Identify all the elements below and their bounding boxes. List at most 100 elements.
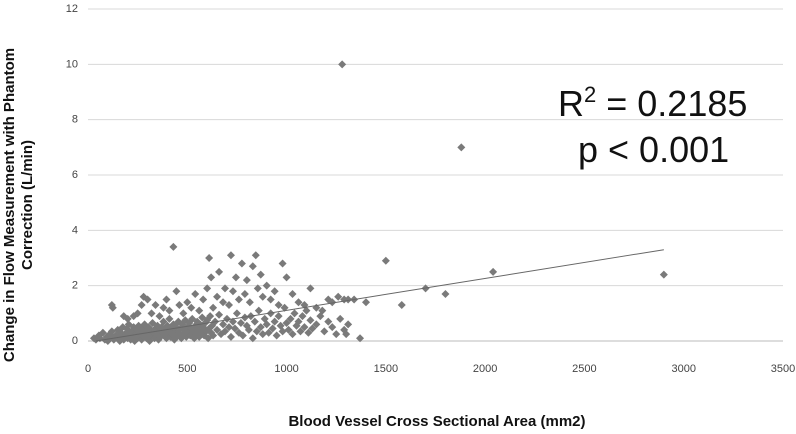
x-axis-ticks: 0 500 1000 1500 2000 2500 3000 3500 [85, 363, 795, 375]
data-point [253, 284, 262, 293]
data-point [122, 324, 131, 333]
data-point [264, 328, 273, 337]
p-value-annotation: p < 0.001 [578, 129, 729, 170]
data-point [121, 331, 130, 340]
data-point [137, 301, 146, 310]
data-point [328, 298, 337, 307]
r-squared-superscript: 2 [584, 82, 596, 107]
data-point [270, 317, 279, 326]
data-point [224, 301, 233, 310]
data-point [280, 303, 289, 312]
data-point [230, 324, 239, 333]
grid-lines [88, 8, 783, 287]
x-tick-label: 3000 [671, 363, 695, 375]
data-point [288, 330, 297, 339]
data-point [206, 312, 215, 321]
data-point [221, 284, 230, 293]
data-point [262, 281, 271, 290]
data-point [274, 301, 283, 310]
data-point [252, 327, 261, 336]
data-point [228, 287, 237, 296]
data-point [209, 331, 218, 340]
data-point [356, 334, 365, 343]
data-point [219, 320, 228, 329]
y-tick-label: 12 [66, 3, 78, 15]
data-point [175, 301, 184, 310]
data-point [232, 309, 241, 318]
data-point [294, 298, 303, 307]
data-point [151, 301, 160, 310]
data-point [237, 259, 246, 268]
data-point [296, 327, 305, 336]
data-point [223, 314, 231, 323]
data-point [199, 295, 208, 304]
data-point [213, 325, 222, 334]
data-point [236, 319, 245, 328]
data-point [159, 317, 168, 326]
data-point [165, 306, 174, 315]
x-tick-label: 3500 [771, 363, 795, 375]
data-point [172, 287, 181, 296]
data-point [183, 298, 192, 307]
data-point [272, 331, 281, 340]
data-point [213, 292, 222, 301]
y-tick-label: 4 [72, 224, 78, 236]
data-point [187, 303, 196, 312]
data-point [278, 259, 287, 268]
data-point [179, 309, 188, 318]
data-point [256, 323, 265, 332]
data-point [169, 242, 178, 251]
data-point [162, 295, 171, 304]
y-axis-title-line1: Change in Flow Measurement with Phantom [1, 48, 18, 362]
y-tick-label: 8 [72, 114, 78, 126]
data-point [98, 328, 107, 337]
data-point [282, 319, 291, 328]
data-point [262, 320, 271, 329]
data-point [219, 298, 228, 307]
data-point [147, 309, 156, 318]
data-points [89, 60, 668, 345]
data-point [306, 316, 315, 325]
y-tick-label: 6 [72, 169, 78, 181]
x-tick-label: 1000 [274, 363, 298, 375]
data-point [342, 330, 351, 339]
data-point [195, 306, 204, 315]
x-tick-label: 1500 [374, 363, 398, 375]
data-point [250, 317, 259, 326]
data-point [441, 289, 450, 298]
data-point [215, 267, 224, 276]
data-point [226, 251, 235, 260]
data-point [298, 312, 307, 321]
data-point [344, 295, 353, 304]
data-point [231, 273, 240, 282]
data-point [107, 327, 116, 336]
data-point [282, 273, 291, 282]
data-point [245, 298, 254, 307]
data-point [320, 327, 329, 336]
data-point [397, 301, 406, 310]
data-point [336, 314, 345, 323]
y-tick-label: 0 [72, 335, 78, 347]
data-point [242, 276, 251, 285]
data-point [240, 289, 249, 298]
data-point [328, 323, 337, 332]
data-point [304, 328, 313, 337]
data-point [334, 292, 343, 301]
data-point [308, 324, 317, 333]
data-point [133, 309, 142, 318]
data-point [659, 270, 668, 279]
x-tick-label: 0 [85, 363, 91, 375]
data-point [205, 254, 214, 262]
data-point [258, 330, 267, 339]
data-point [489, 267, 498, 276]
data-point [234, 295, 243, 304]
data-point [258, 292, 267, 301]
data-point [284, 325, 293, 334]
x-tick-label: 500 [178, 363, 196, 375]
data-point [270, 287, 279, 296]
data-point [254, 306, 263, 315]
x-axis-title: Blood Vessel Cross Sectional Area (mm2) [288, 413, 585, 430]
data-point [224, 323, 233, 332]
data-point [209, 303, 218, 312]
data-point [203, 284, 212, 293]
